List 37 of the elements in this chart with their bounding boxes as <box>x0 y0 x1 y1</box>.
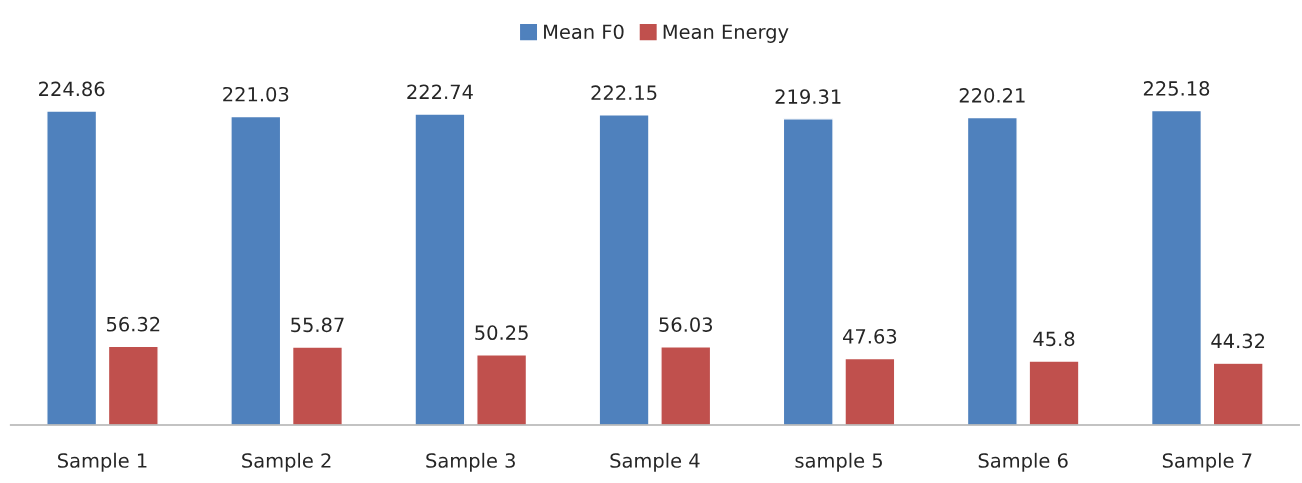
legend-label: Mean Energy <box>663 24 789 43</box>
x-tick-label: Sample 2 <box>242 452 331 472</box>
bar <box>1212 362 1264 426</box>
data-label: 220.21 <box>959 88 1025 103</box>
data-label: 221.03 <box>223 86 289 102</box>
bar <box>1028 360 1080 426</box>
x-tick-label: Sample 7 <box>1162 452 1252 472</box>
x-tick-label: Sample 3 <box>426 452 515 472</box>
data-label: 47.63 <box>843 328 897 344</box>
x-tick-label: Sample 6 <box>978 452 1068 472</box>
bar <box>598 114 650 426</box>
bar <box>1150 109 1203 426</box>
bar <box>782 118 834 426</box>
x-tick-label: Sample 4 <box>610 452 700 472</box>
x-tick-label: Sample 1 <box>58 452 147 472</box>
data-label: 56.32 <box>107 316 160 332</box>
bar <box>291 346 344 426</box>
bar <box>660 346 712 426</box>
data-label: 45.8 <box>1033 331 1075 347</box>
data-label: 225.18 <box>1143 81 1210 96</box>
data-label: 219.31 <box>775 89 841 104</box>
data-label: 224.86 <box>39 81 105 97</box>
bar <box>230 115 282 426</box>
legend-label: Mean F0 <box>544 24 624 40</box>
data-label: 55.87 <box>291 317 344 333</box>
bar <box>476 354 528 426</box>
data-label: 44.32 <box>1211 333 1265 349</box>
data-label: 50.25 <box>475 325 528 341</box>
x-tick-label: sample 5 <box>795 452 882 472</box>
data-label: 222.15 <box>591 85 657 101</box>
bar <box>414 113 466 426</box>
bar <box>46 110 98 426</box>
bar <box>107 345 159 426</box>
bar <box>966 116 1018 426</box>
data-label: 56.03 <box>659 317 713 332</box>
bar <box>844 357 896 426</box>
data-label: 222.74 <box>407 84 473 99</box>
